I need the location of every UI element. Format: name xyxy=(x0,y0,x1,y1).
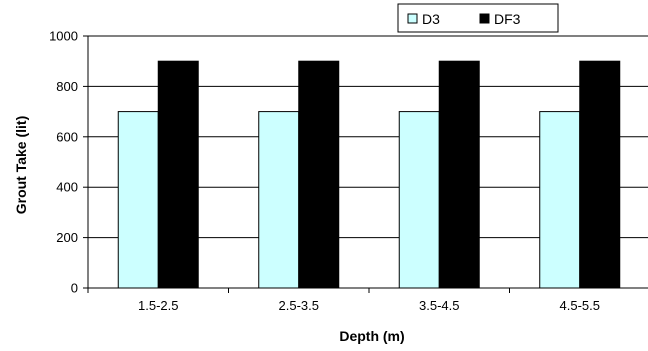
legend-label-d3: D3 xyxy=(422,11,440,27)
axes xyxy=(83,35,648,293)
x-tick-label: 1.5-2.5 xyxy=(138,298,178,313)
legend-swatch-d3 xyxy=(407,13,418,24)
legend-label-df3: DF3 xyxy=(494,11,521,27)
y-axis-title: Grout Take (lit) xyxy=(13,116,29,215)
bar-d3-4.5-5.5 xyxy=(539,111,581,289)
bar-d3-1.5-2.5 xyxy=(117,111,159,289)
bar-df3-3.5-4.5 xyxy=(438,60,480,289)
y-tick-label: 1000 xyxy=(49,29,78,44)
legend-swatch-df3 xyxy=(479,13,490,24)
y-tick-label: 200 xyxy=(56,230,78,245)
x-tick-label: 2.5-3.5 xyxy=(279,298,319,313)
bars-group xyxy=(117,60,621,289)
bar-df3-2.5-3.5 xyxy=(298,60,340,289)
y-tick-label: 400 xyxy=(56,180,78,195)
bar-d3-3.5-4.5 xyxy=(398,111,440,289)
y-tick-labels: 0 200 400 600 800 1000 xyxy=(49,29,78,296)
x-tick-labels: 1.5-2.5 2.5-3.5 3.5-4.5 4.5-5.5 xyxy=(138,298,600,313)
bar-df3-4.5-5.5 xyxy=(579,60,621,289)
y-tick-label: 600 xyxy=(56,129,78,144)
x-tick-label: 4.5-5.5 xyxy=(560,298,600,313)
y-tick-label: 0 xyxy=(71,281,78,296)
bar-df3-1.5-2.5 xyxy=(157,60,199,289)
legend: D3 DF3 xyxy=(397,3,559,33)
y-tick-label: 800 xyxy=(56,79,78,94)
legend-box xyxy=(397,3,559,33)
x-tick-label: 3.5-4.5 xyxy=(419,298,459,313)
x-axis-title: Depth (m) xyxy=(339,328,404,344)
bar-d3-2.5-3.5 xyxy=(258,111,300,289)
